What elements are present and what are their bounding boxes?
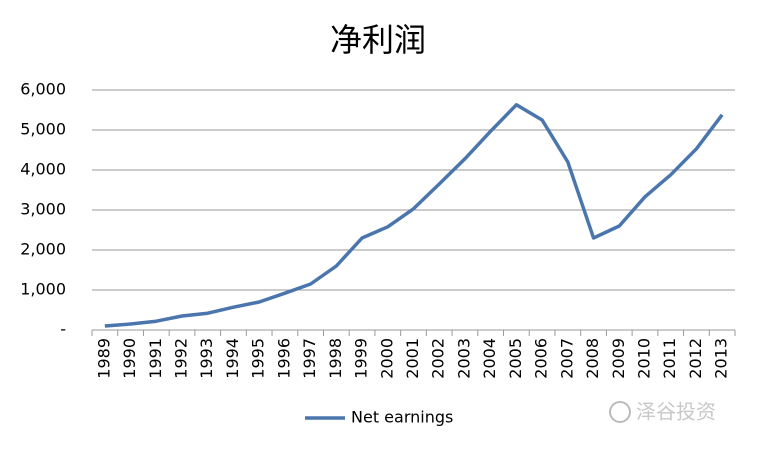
x-tick-label: 1995	[249, 338, 268, 379]
x-tick-label: 2007	[557, 338, 576, 379]
x-tick-label: 1996	[274, 338, 293, 379]
x-tick-label: 1993	[197, 338, 216, 379]
x-tick-label: 2012	[686, 338, 705, 379]
x-tick-label: 1989	[94, 338, 113, 379]
y-tick-label: 5,000	[20, 120, 66, 139]
y-tick-label: 4,000	[20, 160, 66, 179]
x-tick-label: 2009	[609, 338, 628, 379]
x-tick-label: 1990	[120, 338, 139, 379]
y-tick-label: 1,000	[20, 280, 66, 299]
x-tick-label: 1999	[352, 338, 371, 379]
x-tick-label: 1994	[223, 338, 242, 379]
watermark-icon	[609, 401, 631, 423]
line	[104, 103, 724, 328]
x-tick-label: 1997	[300, 338, 319, 379]
watermark: 泽谷投资	[636, 400, 716, 424]
x-tick-label: 2002	[429, 338, 448, 379]
x-tick-label: 2003	[454, 338, 473, 379]
y-tick-label: 2,000	[20, 240, 66, 259]
x-tick-label: 2011	[660, 338, 679, 379]
x-tick-label: 1992	[172, 338, 191, 379]
y-tick-label: -	[60, 320, 66, 339]
x-tick-label: 1998	[326, 338, 345, 379]
x-tick-label: 2006	[532, 338, 551, 379]
x-tick-label: 1991	[146, 338, 165, 379]
x-tick-label: 2005	[506, 338, 525, 379]
x-tick-label: 2013	[712, 338, 731, 379]
chart-title: 净利润	[330, 21, 426, 59]
y-tick-label: 6,000	[20, 80, 66, 99]
x-tick-label: 2008	[583, 338, 602, 379]
x-tick-label: 2004	[480, 338, 499, 379]
x-tick-label: 2000	[377, 338, 396, 379]
y-tick-label: 3,000	[20, 200, 66, 219]
x-tick-label: 2001	[403, 338, 422, 379]
legend-label: Net earnings	[351, 408, 453, 427]
x-tick-label: 2010	[634, 338, 653, 379]
